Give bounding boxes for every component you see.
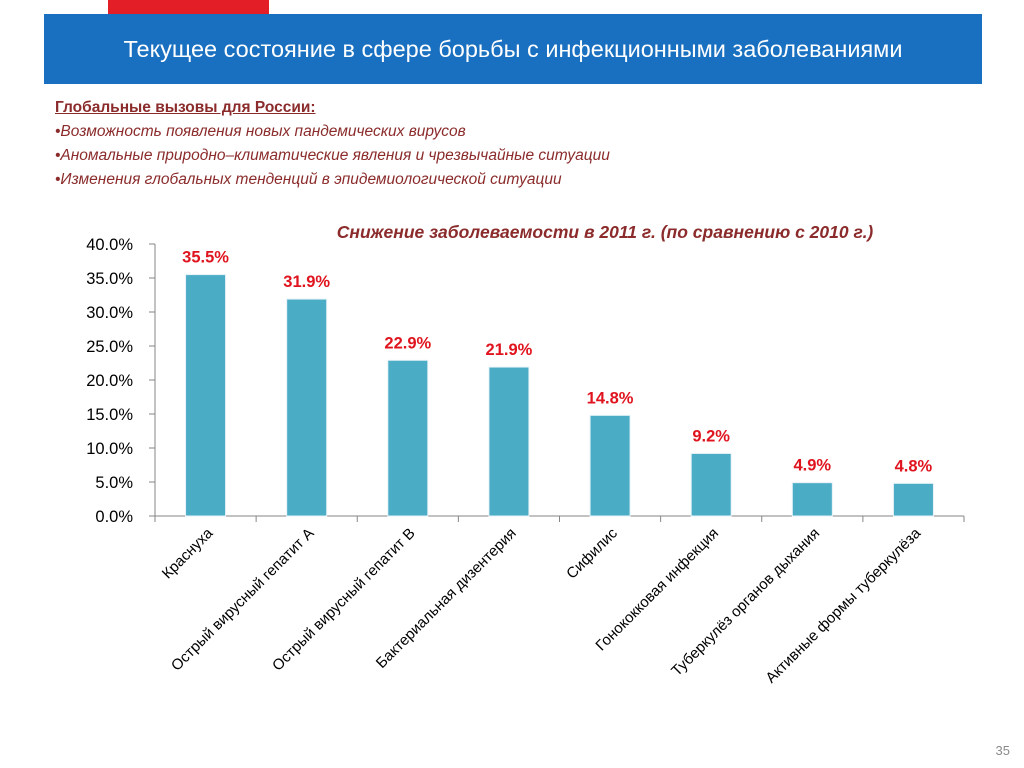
data-label: 14.8% — [587, 389, 634, 407]
data-label: 31.9% — [283, 273, 330, 291]
data-label: 22.9% — [384, 334, 431, 352]
y-tick-label: 15.0% — [86, 406, 133, 424]
data-label: 9.2% — [692, 427, 730, 445]
y-tick-label: 35.0% — [86, 270, 133, 288]
challenge-item: •Возможность появления новых пандемическ… — [55, 123, 466, 140]
bar — [791, 482, 833, 517]
data-label: 4.8% — [895, 457, 933, 475]
bar — [286, 298, 328, 517]
y-tick-label: 0.0% — [95, 508, 133, 526]
bar — [185, 274, 227, 517]
chart-title: Снижение заболеваемости в 2011 г. (по ср… — [336, 222, 874, 242]
bar — [690, 452, 732, 517]
challenge-item: •Аномальные природно–климатические явлен… — [55, 147, 610, 164]
challenges-heading: Глобальные вызовы для России: — [55, 99, 316, 116]
slide-title-bar: Текущее состояние в сфере борьбы с инфек… — [44, 14, 982, 84]
bar — [589, 414, 631, 517]
challenge-item: •Изменения глобальных тенденций в эпидем… — [55, 171, 562, 188]
bar — [892, 482, 934, 517]
x-tick-label: Краснуха — [159, 524, 217, 582]
slide-title: Текущее состояние в сфере борьбы с инфек… — [123, 35, 903, 62]
y-tick-label: 25.0% — [86, 338, 133, 356]
challenges-block: Глобальные вызовы для России: •Возможнос… — [55, 96, 955, 192]
data-label: 4.9% — [794, 457, 832, 475]
y-tick-label: 20.0% — [86, 372, 133, 390]
accent-tab — [108, 0, 269, 14]
data-label: 35.5% — [182, 249, 229, 267]
y-tick-label: 30.0% — [86, 304, 133, 322]
bar — [488, 366, 530, 517]
data-label: 21.9% — [486, 341, 533, 359]
y-tick-label: 10.0% — [86, 440, 133, 458]
bar — [387, 359, 429, 517]
page-number: 35 — [995, 743, 1010, 758]
x-tick-label: Сифилис — [563, 524, 621, 582]
y-tick-label: 40.0% — [86, 236, 133, 254]
y-tick-label: 5.0% — [95, 474, 133, 492]
